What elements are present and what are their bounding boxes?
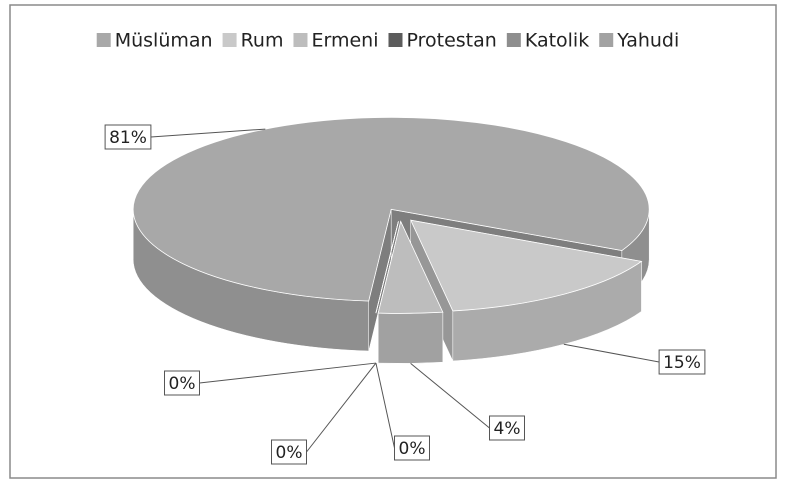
legend-swatch xyxy=(599,33,614,47)
legend-label: Rum xyxy=(241,30,284,52)
data-label: 4% xyxy=(494,419,521,439)
pie-tops xyxy=(132,116,650,314)
slice xyxy=(377,220,444,314)
data-label: 0% xyxy=(276,443,303,463)
data-label-box xyxy=(658,349,706,375)
leader-line xyxy=(410,362,490,429)
legend-swatch xyxy=(96,33,111,47)
legend-label: Ermeni xyxy=(311,30,378,52)
data-label: 15% xyxy=(663,353,701,373)
data-label: 0% xyxy=(169,374,196,394)
leader-line xyxy=(150,128,266,138)
legend-label: Müslüman xyxy=(115,30,213,52)
leader-line xyxy=(563,343,660,363)
data-label-box xyxy=(104,124,152,150)
legend-swatch xyxy=(293,33,308,47)
slice xyxy=(375,221,399,314)
legend: Müslüman Rum Ermeni Protestan Katolik Yahudi xyxy=(96,30,679,52)
slice-wall xyxy=(377,311,444,364)
leader-line xyxy=(199,362,376,384)
leader-line xyxy=(306,362,377,453)
data-label-box xyxy=(489,415,525,441)
data-label-box xyxy=(164,370,200,396)
legend-label: Yahudi xyxy=(616,30,679,52)
data-label-box xyxy=(271,439,307,465)
legend-swatch xyxy=(506,33,521,47)
legend-label: Katolik xyxy=(525,30,589,52)
data-label: 81% xyxy=(109,128,147,148)
legend-swatch xyxy=(388,33,403,47)
slice xyxy=(132,116,650,302)
legend-swatch xyxy=(222,33,237,47)
data-labels: 81% 15% 4% 0% 0% 0% xyxy=(104,124,706,465)
slice xyxy=(410,219,643,312)
leader-line xyxy=(375,362,395,449)
data-label-box xyxy=(394,435,430,461)
legend-label: Protestan xyxy=(406,30,496,52)
data-label: 0% xyxy=(399,439,426,459)
